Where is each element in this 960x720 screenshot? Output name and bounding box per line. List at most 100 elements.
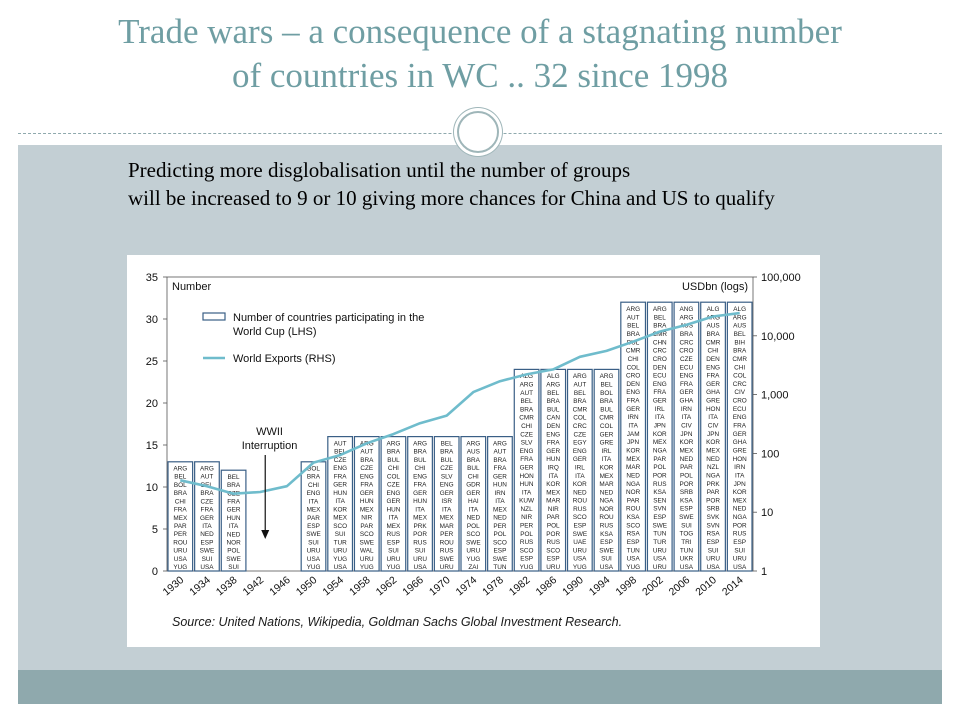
bar-country-label: TUN — [680, 547, 694, 554]
bar-country-label: ESP — [627, 539, 640, 546]
bar-country-label: CHI — [734, 364, 745, 371]
bar-country-label: GER — [440, 490, 454, 497]
bar-country-label: BEL — [734, 331, 747, 338]
bar-country-label: ENG — [546, 431, 560, 438]
bar-country-label: ARG — [733, 314, 747, 321]
bar-country-label: ROU — [573, 498, 588, 505]
bar-1994 — [593, 368, 620, 572]
bar-country-label: BEL — [600, 381, 613, 388]
x-axis-tick-label: 1950 — [294, 574, 320, 598]
bar-country-label: SWE — [359, 539, 374, 546]
bar-country-label: BUL — [467, 465, 480, 472]
bar-country-label: AUT — [494, 449, 507, 456]
bar-country-label: URU — [546, 564, 560, 571]
bar-country-label: CZE — [201, 498, 214, 505]
x-axis-tick-label: 2006 — [667, 574, 693, 598]
right-axis-tick-label: 100,000 — [761, 272, 801, 284]
bar-country-label: BEL — [174, 474, 187, 481]
bar-country-label: NED — [493, 515, 507, 522]
bar-country-label: BRA — [467, 457, 481, 464]
bar-country-label: ECU — [680, 364, 694, 371]
bar-country-label: TUN — [627, 547, 641, 554]
bar-country-label: GER — [200, 515, 214, 522]
bar-country-label: NGA — [706, 472, 721, 479]
bar-country-label: AUS — [467, 449, 480, 456]
bar-country-label: POL — [680, 472, 693, 479]
bar-country-label: NGA — [653, 447, 668, 454]
bar-country-label: CHN — [653, 339, 667, 346]
bar-country-label: CZE — [440, 465, 453, 472]
bar-country-label: ARG — [493, 440, 507, 447]
bar-country-label: URU — [706, 556, 720, 563]
bar-country-label: CHI — [175, 498, 186, 505]
bar-country-label: BEL — [334, 449, 347, 456]
bar-country-label: PAR — [707, 489, 720, 496]
bar-country-label: SCO — [520, 547, 534, 554]
legend-bar-label-line2: World Cup (LHS) — [233, 326, 317, 338]
bar-country-label: HUN — [493, 482, 507, 489]
bar-country-label: SUI — [708, 547, 719, 554]
right-panel-label: USDbn (logs) — [682, 281, 748, 293]
bar-country-label: ITA — [229, 523, 239, 530]
bar-country-label: NED — [680, 456, 694, 463]
subtitle-line-1: Predicting more disglobalisation until t… — [128, 158, 631, 182]
bar-country-label: IRQ — [548, 464, 559, 471]
bar-country-label: USA — [680, 564, 694, 571]
bar-country-label: CMR — [573, 406, 588, 413]
bar-country-label: ARG — [600, 373, 614, 380]
bar-country-label: FRA — [653, 389, 667, 396]
bar-country-label: RUS — [573, 506, 587, 513]
bar-country-label: IRL — [655, 406, 665, 413]
bar-country-label: CRC — [733, 381, 747, 388]
bar-country-label: BRA — [680, 331, 694, 338]
bar-country-label: NED — [573, 489, 587, 496]
bar-country-label: PRK — [706, 481, 720, 488]
bar-country-label: KOR — [733, 489, 747, 496]
right-axis-tick-label: 1 — [761, 566, 767, 578]
bar-country-label: ENG — [333, 465, 347, 472]
bar-country-label: USA — [600, 564, 614, 571]
bar-country-label: URU — [173, 548, 187, 555]
bar-country-label: KOR — [653, 431, 667, 438]
plot-frame — [166, 276, 754, 572]
bar-country-label: ITA — [309, 498, 319, 505]
bar-2010 — [700, 301, 726, 572]
bar-country-label: ALG — [520, 373, 533, 380]
bar-country-label: CMR — [519, 415, 534, 422]
bar-country-label: ARG — [173, 466, 187, 473]
bar-country-label: ITA — [628, 423, 638, 430]
bar-country-label: ARG — [386, 440, 400, 447]
bar-country-label: SWE — [493, 556, 508, 563]
bar-country-label: ROU — [440, 539, 455, 546]
bar-country-label: PER — [440, 531, 454, 538]
bar-country-label: ENG — [360, 473, 374, 480]
bar-country-label: YUG — [173, 564, 187, 571]
bar-country-label: BRA — [413, 449, 427, 456]
bar-country-label: ESP — [707, 539, 720, 546]
bar-country-label: BUL — [414, 457, 427, 464]
bar-country-label: MAR — [626, 464, 641, 471]
bar-country-label: USA — [706, 564, 720, 571]
bar-country-label: CIV — [708, 423, 719, 430]
bar-country-label: FRA — [360, 482, 374, 489]
bar-country-label: COL — [600, 423, 614, 430]
bar-country-label: NIR — [548, 506, 559, 513]
bar-country-label: BEL — [441, 440, 454, 447]
bar-country-label: KOR — [333, 506, 347, 513]
bar-country-label: POL — [467, 523, 480, 530]
bar-country-label: MEX — [173, 515, 188, 522]
bar-country-label: ENG — [653, 381, 667, 388]
bar-country-label: PAR — [627, 497, 640, 504]
bar-country-label: ENG — [386, 490, 400, 497]
bar-country-label: PAR — [360, 523, 373, 530]
bar-country-label: NOR — [599, 506, 614, 513]
bar-country-label: KSA — [627, 514, 641, 521]
bar-country-label: POR — [413, 531, 427, 538]
bar-country-label: URU — [733, 556, 747, 563]
bar-country-label: CMR — [626, 348, 641, 355]
bar-country-label: ALG — [547, 373, 560, 380]
bar-country-label: MEX — [440, 515, 455, 522]
bar-country-label: CAN — [546, 415, 560, 422]
bar-country-label: AUS — [706, 323, 719, 330]
bar-country-label: POL — [520, 531, 533, 538]
